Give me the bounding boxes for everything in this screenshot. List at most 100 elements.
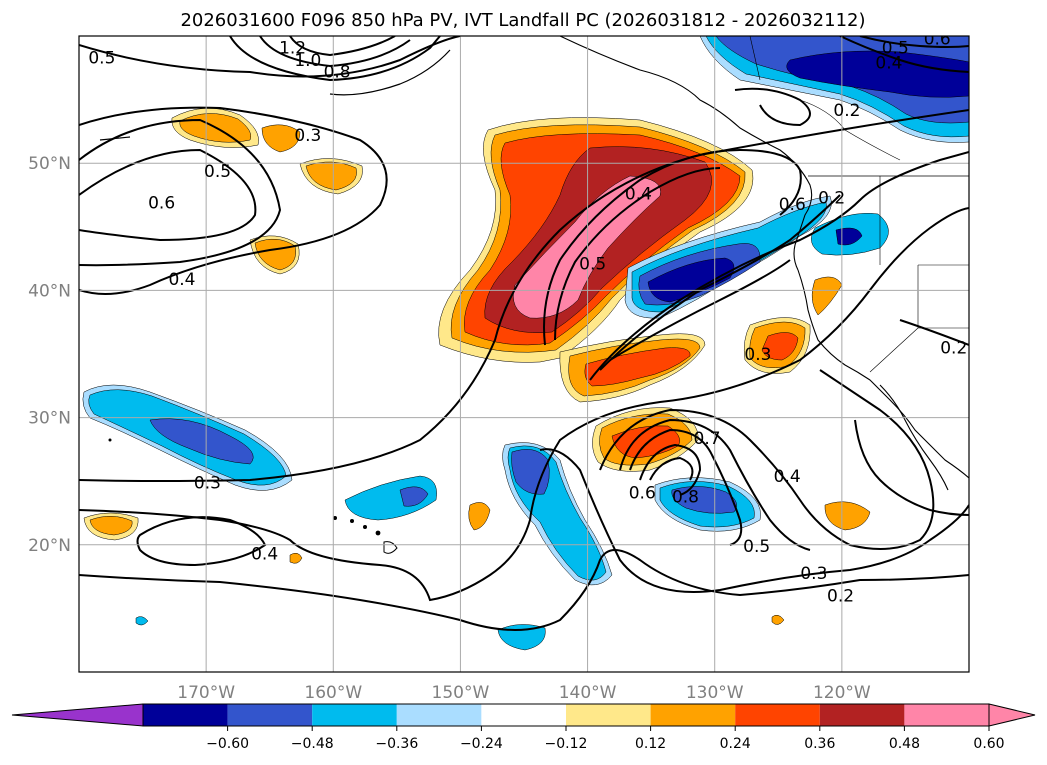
contour-line [79, 106, 388, 295]
coastline-baja [879, 384, 949, 491]
contour-label: 0.5 [88, 49, 115, 69]
contour-line [854, 419, 969, 516]
coastline-alaska-canada [559, 36, 813, 271]
shade-pos-024-tiny1 [289, 552, 303, 564]
contour-line [539, 448, 969, 593]
contour-label: 0.8 [672, 487, 699, 507]
shade-neg-048-subtropic-e [671, 486, 737, 514]
shade-pos-024-nw3 [305, 161, 357, 191]
contour-label: 1.0 [294, 51, 321, 71]
shade-pos-024-east-sub [824, 501, 871, 531]
shade-neg-060-off-california [647, 257, 735, 303]
shade-pos-024-tiny2 [771, 614, 785, 625]
x-tick-label: 150°W [432, 683, 490, 703]
contour-label: 0.3 [194, 473, 221, 493]
border-states-1 [869, 176, 969, 373]
contour-label: 0.2 [940, 339, 967, 359]
contour-line [639, 443, 702, 496]
colorbar-extend-min [11, 703, 144, 727]
shade-neg-048-west2 [399, 486, 429, 507]
contour-label: 0.4 [168, 270, 195, 290]
contour-line [543, 148, 802, 346]
contour-line [79, 118, 282, 267]
contour-line [289, 36, 396, 57]
island [375, 530, 381, 536]
x-tick-label: 170°W [177, 683, 235, 703]
island [350, 519, 354, 523]
shade-pos-036-central [584, 347, 691, 387]
colorbar-tick-labels: −0.60 −0.48 −0.36 −0.24 −0.12 0.12 0.24 … [206, 736, 1004, 752]
colorbar-segment [143, 704, 228, 726]
shade-pos-024-nw2 [261, 124, 301, 153]
x-tick-label: 140°W [559, 683, 617, 703]
shade-pos-036-california [761, 332, 799, 361]
contour-line [229, 36, 441, 82]
colorbar-tick-label: −0.36 [375, 736, 418, 752]
shade-pos-024-hawaii-n [468, 502, 491, 531]
contour-label: 0.7 [694, 429, 721, 449]
contour-line [619, 418, 811, 551]
contour-line [259, 36, 411, 68]
contour-label: 0.6 [148, 194, 175, 214]
contour-label: 0.3 [294, 126, 321, 146]
colorbar-segment [819, 704, 905, 726]
islands [99, 49, 451, 554]
colorbar-segment [481, 704, 566, 726]
coastlines [559, 36, 969, 491]
contour-label: 0.3 [744, 345, 771, 365]
island [333, 516, 337, 520]
colorbar-tick-label: 0.48 [889, 736, 920, 752]
contour-line [899, 319, 969, 346]
contour-label: 0.2 [833, 101, 860, 121]
graticule [79, 36, 969, 672]
y-axis: 50°N 40°N 30°N 20°N [28, 154, 71, 556]
island [108, 438, 112, 442]
island [363, 525, 367, 529]
contour-line [79, 148, 257, 242]
map-panel: 1.21.00.80.50.30.50.60.40.30.40.40.50.6 0… [78, 35, 970, 673]
contour-label: 1.2 [279, 38, 306, 58]
island-hawaii [383, 541, 398, 554]
aleutians-east [329, 49, 451, 96]
colorbar-tick-label: −0.48 [291, 736, 334, 752]
contour-line [839, 36, 969, 73]
colorbar-segment [904, 704, 989, 726]
colorbar-tick-label: −0.12 [545, 736, 588, 752]
contour-line [136, 516, 267, 567]
figure-title: 2026031600 F096 850 hPa PV, IVT Landfall… [180, 10, 865, 31]
x-tick-label: 160°W [304, 683, 362, 703]
contour-label: 0.5 [579, 255, 606, 275]
colorbar-tick-label: 0.24 [720, 736, 751, 752]
contour-line [859, 36, 969, 48]
contour-label: 0.8 [324, 63, 351, 83]
contour-labels: 1.21.00.80.50.30.50.60.40.30.40.40.50.6 0… [88, 36, 967, 607]
contour-line [649, 456, 694, 481]
y-tick-label: 40°N [28, 281, 71, 301]
contour-label: 0.5 [204, 162, 231, 182]
colorbar-tick-label: 0.36 [804, 736, 835, 752]
colorbar-segment [650, 704, 736, 726]
contour-label: 0.6 [779, 195, 806, 215]
contour-line [79, 36, 461, 78]
contour-label: 0.6 [629, 484, 656, 504]
colorbar-tick-label: 0.60 [973, 736, 1004, 752]
contour-line [734, 87, 811, 127]
colorbar-segment [396, 704, 482, 726]
contour-line [79, 207, 969, 602]
contour-label: 0.2 [827, 587, 854, 607]
colorbar-tick-label: 0.12 [635, 736, 666, 752]
contour-line [79, 109, 969, 482]
y-tick-label: 30°N [28, 409, 71, 429]
contour-label: 0.4 [875, 54, 902, 74]
coastline-us-west [797, 269, 969, 479]
contour-label: 0.5 [882, 38, 909, 58]
contour-label: 0.3 [800, 564, 827, 584]
contour-line [599, 194, 841, 371]
colorbar [11, 703, 1036, 731]
contour-label: 0.4 [774, 467, 801, 487]
x-tick-label: 120°W [813, 683, 871, 703]
colorbar-extend-max [988, 703, 1036, 727]
map-frame [78, 35, 970, 673]
contour-label: 0.2 [818, 189, 845, 209]
x-tick-label: 130°W [686, 683, 744, 703]
